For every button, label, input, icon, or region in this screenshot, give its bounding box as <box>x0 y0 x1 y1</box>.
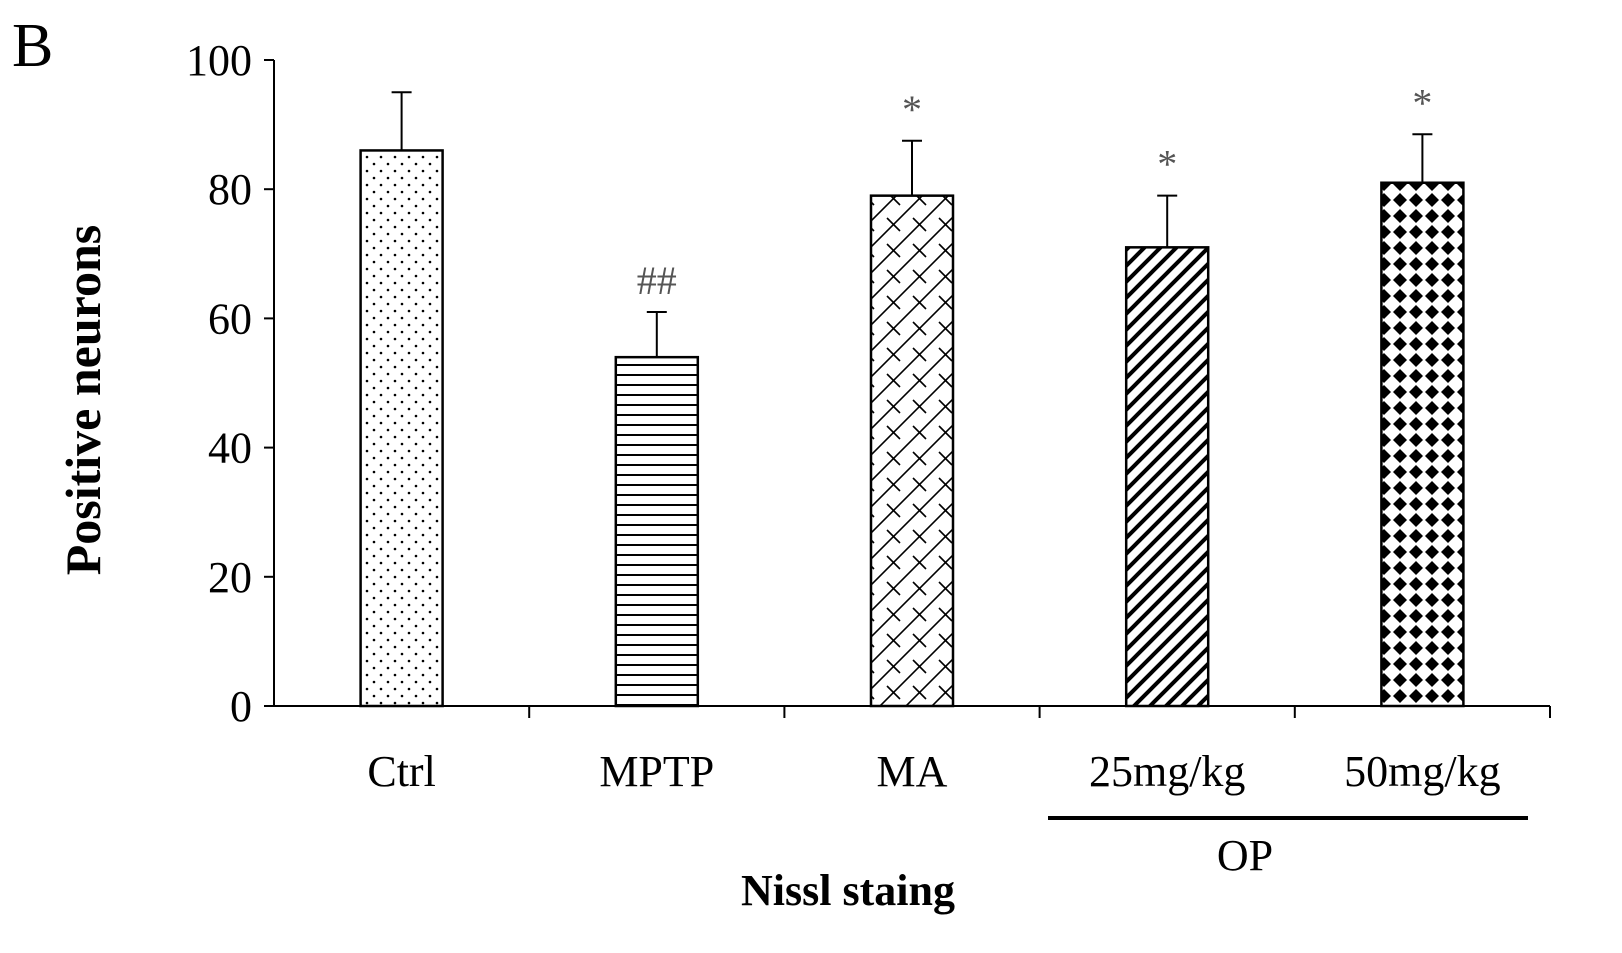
bar-25mg-kg <box>1124 246 1210 708</box>
x-tick-label: 25mg/kg <box>1089 747 1245 796</box>
significance-annotation: ## <box>637 258 677 303</box>
bars: ## * * * <box>359 80 1465 708</box>
y-axis-ticks: 0 20 40 60 80 100 <box>186 36 1551 731</box>
significance-annotation: * <box>902 87 922 132</box>
y-tick-label: 100 <box>186 36 252 85</box>
bar-ma <box>869 194 955 708</box>
group-label: OP <box>1217 831 1273 880</box>
y-tick-label: 80 <box>208 165 252 214</box>
x-axis-label: Nissl staing <box>741 866 955 915</box>
significance-annotation: * <box>1157 142 1177 187</box>
significance-annotation: * <box>1412 80 1432 125</box>
x-tick-label: MA <box>877 747 948 796</box>
x-axis-tick-labels: Ctrl MPTP MA 25mg/kg 50mg/kg <box>367 747 1500 796</box>
bar-50mg-kg <box>1380 181 1465 708</box>
x-tick-label: MPTP <box>599 747 714 796</box>
y-tick-label: 20 <box>208 553 252 602</box>
x-tick-label: Ctrl <box>367 747 435 796</box>
y-tick-label: 0 <box>230 682 252 731</box>
x-tick-label: 50mg/kg <box>1344 747 1500 796</box>
y-axis-label: Positive neurons <box>55 225 111 576</box>
y-tick-label: 40 <box>208 424 252 473</box>
y-tick-label: 60 <box>208 294 252 343</box>
bar-ctrl <box>359 149 444 708</box>
bar-mptp <box>614 355 700 708</box>
panel-label: B <box>12 12 53 80</box>
